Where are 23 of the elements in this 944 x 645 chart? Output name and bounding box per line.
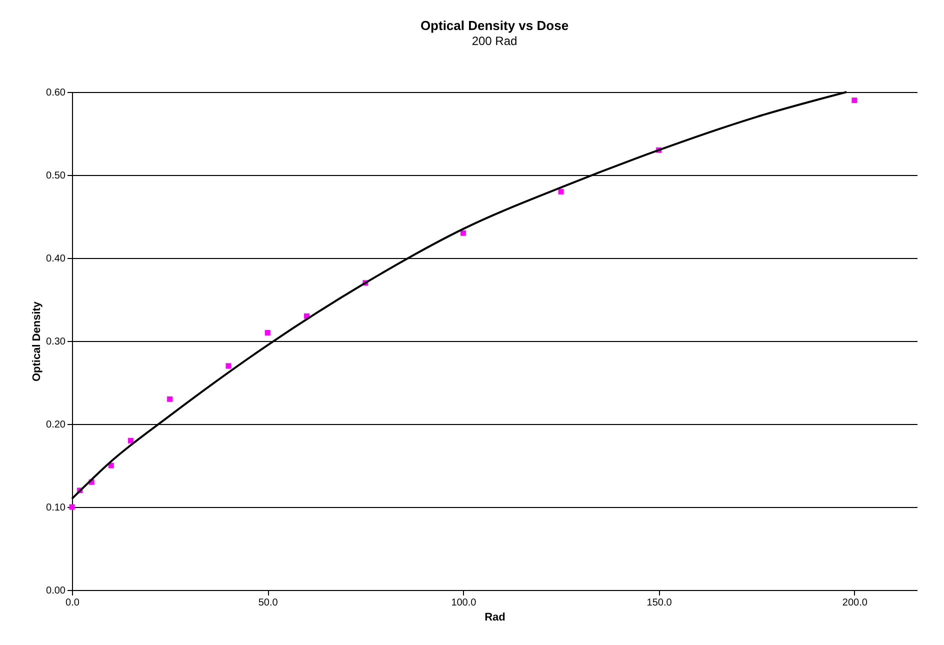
y-tick-label: 0.50	[46, 170, 66, 182]
x-tick-label: 50.0	[258, 598, 278, 608]
x-tick-label: 100.0	[451, 598, 477, 608]
y-tick-label: 0.60	[46, 88, 66, 98]
y-axis-title: Optical Density	[31, 300, 44, 382]
x-tick-label: 150.0	[646, 598, 672, 608]
x-axis-title: Rad	[484, 612, 506, 624]
x-tick-label: 0.0	[66, 598, 80, 608]
y-tick-label: 0.30	[46, 336, 66, 348]
point	[852, 98, 858, 104]
y-tick-label: 0.00	[46, 586, 66, 596]
y-tick-label: 0.20	[46, 420, 66, 430]
point	[167, 396, 173, 402]
point	[128, 438, 134, 444]
x-tick-label: 200.0	[842, 598, 868, 608]
y-tick-label: 0.40	[46, 254, 66, 264]
chart-title: Optical Density vs Dose	[420, 18, 569, 33]
point	[558, 188, 564, 194]
point	[264, 330, 270, 336]
point	[460, 230, 466, 236]
chart-subtitle: 200 Rad	[472, 34, 518, 48]
y-tick-label: 0.10	[46, 502, 66, 514]
point	[226, 363, 232, 369]
